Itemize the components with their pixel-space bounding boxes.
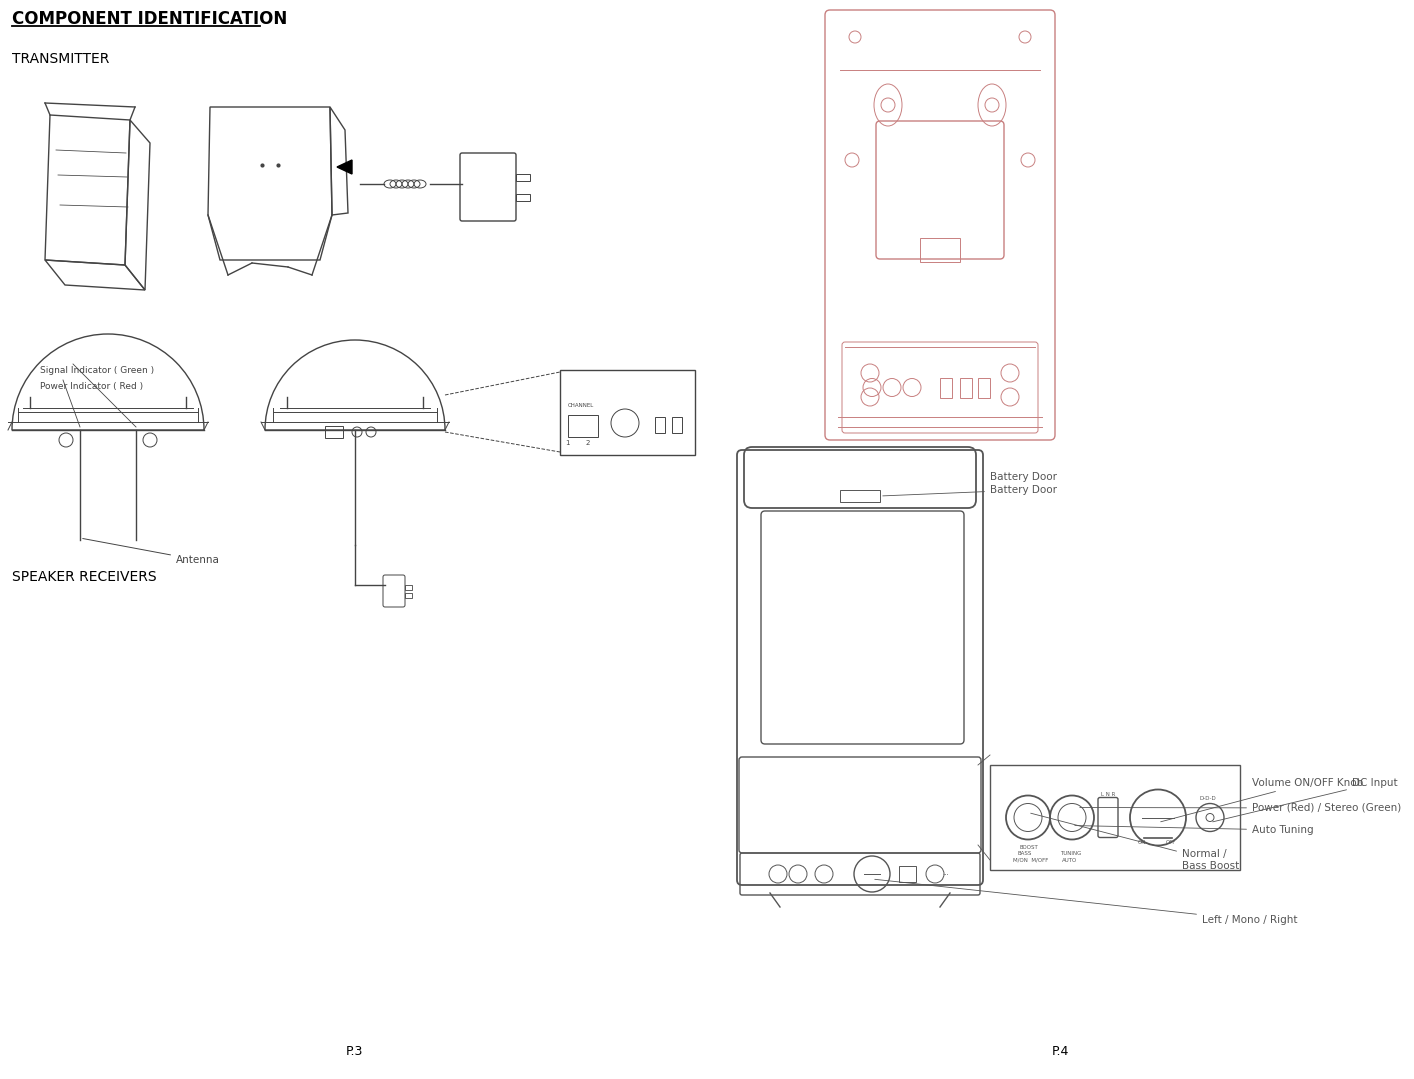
Text: TUNING: TUNING — [1060, 851, 1082, 856]
Text: Battery Door: Battery Door — [990, 472, 1058, 482]
Bar — [655, 416, 665, 433]
Text: DC Input: DC Input — [1213, 778, 1397, 822]
Text: D-D-D: D-D-D — [1200, 795, 1217, 801]
Bar — [568, 415, 598, 437]
Text: Auto Tuning: Auto Tuning — [1075, 825, 1314, 835]
Text: Battery Door: Battery Door — [882, 484, 1058, 496]
Text: Antenna: Antenna — [83, 538, 219, 565]
Text: SPEAKER RECEIVERS: SPEAKER RECEIVERS — [11, 570, 157, 584]
Text: AUTO: AUTO — [1062, 858, 1077, 863]
Bar — [404, 585, 411, 590]
Text: M/ON  M/OFF: M/ON M/OFF — [1012, 858, 1048, 863]
Text: ON: ON — [1138, 839, 1147, 845]
Text: CHANNEL: CHANNEL — [568, 402, 594, 408]
Text: L N R: L N R — [1102, 792, 1116, 796]
Bar — [960, 378, 971, 397]
Text: P.3: P.3 — [345, 1044, 362, 1058]
Text: 1: 1 — [566, 440, 570, 446]
Bar — [516, 174, 530, 181]
Bar — [672, 416, 682, 433]
Text: Volume ON/OFF Knob: Volume ON/OFF Knob — [1161, 778, 1363, 822]
Bar — [325, 426, 344, 438]
Text: Signal Indicator ( Green ): Signal Indicator ( Green ) — [40, 366, 154, 375]
Text: Left / Mono / Right: Left / Mono / Right — [875, 879, 1298, 925]
Bar — [516, 194, 530, 201]
Text: BASS: BASS — [1018, 851, 1032, 856]
Polygon shape — [337, 160, 352, 174]
Text: P.4: P.4 — [1052, 1044, 1069, 1058]
Text: Power Indicator ( Red ): Power Indicator ( Red ) — [40, 382, 143, 391]
Text: 2: 2 — [585, 440, 591, 446]
Text: ...: ... — [942, 870, 949, 876]
Bar — [978, 378, 990, 397]
Text: Power (Red) / Stereo (Green): Power (Red) / Stereo (Green) — [1080, 803, 1401, 812]
Text: BOOST: BOOST — [1019, 845, 1039, 850]
Text: OFF: OFF — [1167, 839, 1176, 845]
Bar — [940, 378, 952, 397]
Text: TRANSMITTER: TRANSMITTER — [11, 52, 109, 66]
Bar — [404, 593, 411, 598]
Text: Normal /
Bass Boost: Normal / Bass Boost — [1031, 814, 1239, 871]
Text: COMPONENT IDENTIFICATION: COMPONENT IDENTIFICATION — [11, 10, 287, 28]
